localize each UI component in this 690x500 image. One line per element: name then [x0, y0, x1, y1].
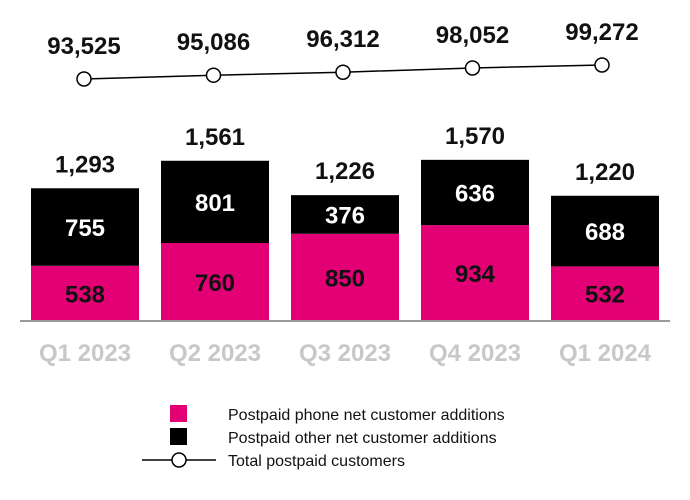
- category-label-q1-2023: Q1 2023: [39, 340, 131, 367]
- bar-segment-other-q3-2023: [291, 195, 399, 234]
- total-customers-line-layer: 93,525 95,086 96,312 98,052 99,272: [47, 19, 639, 87]
- bar-segment-phone-q4-2023: [421, 225, 529, 321]
- bar-segment-phone-q2-2023: [161, 242, 269, 321]
- bar-segment-phone-q1-2023: [31, 265, 139, 321]
- category-label-q4-2023: Q4 2023: [429, 340, 521, 367]
- total-customers-label-q1-2023: 93,525: [47, 33, 120, 60]
- bar-segment-phone-q1-2024: [551, 266, 659, 321]
- data-label-other-q2-2023: 801: [195, 190, 235, 217]
- total-customers-point-q1-2023: [76, 71, 92, 87]
- legend-line-marker: [171, 452, 187, 468]
- data-label-phone-q2-2023: 760: [195, 270, 235, 297]
- total-customers-label-q1-2024: 99,272: [565, 19, 638, 46]
- legend-swatch-other: [170, 428, 187, 445]
- bar-total-label-q3-2023: 1,226: [315, 158, 375, 185]
- total-customers-label-q4-2023: 98,052: [436, 22, 509, 49]
- category-label-q3-2023: Q3 2023: [299, 340, 391, 367]
- data-label-phone-q3-2023: 850: [325, 265, 365, 292]
- legend-label-other: Postpaid other net customer additions: [228, 430, 497, 447]
- category-label-q2-2023: Q2 2023: [169, 340, 261, 367]
- total-customers-point-q3-2023: [335, 64, 351, 80]
- data-label-other-q3-2023: 376: [325, 202, 365, 229]
- bar-total-label-q2-2023: 1,561: [185, 124, 245, 151]
- bar-total-label-q1-2024: 1,220: [575, 159, 635, 186]
- bar-segment-other-q4-2023: [421, 159, 529, 226]
- bar-segment-other-q1-2023: [31, 188, 139, 266]
- legend-swatch-phone: [170, 405, 187, 422]
- data-label-other-q1-2024: 688: [585, 219, 625, 246]
- data-label-phone-q1-2023: 538: [65, 281, 105, 308]
- total-customers-point-q1-2024: [594, 57, 610, 73]
- bar-total-label-q1-2023: 1,293: [55, 151, 115, 178]
- total-customers-label-q2-2023: 95,086: [177, 29, 250, 56]
- legend-label-total: Total postpaid customers: [228, 453, 405, 470]
- data-label-other-q1-2023: 755: [65, 215, 105, 242]
- total-customers-point-q4-2023: [464, 60, 481, 76]
- data-label-other-q4-2023: 636: [455, 180, 495, 207]
- total-customers-point-q2-2023: [205, 67, 222, 83]
- bar-total-label-q4-2023: 1,570: [445, 123, 505, 150]
- category-label-q1-2024: Q1 2024: [559, 340, 652, 367]
- total-customers-label-q3-2023: 96,312: [306, 26, 379, 53]
- legend: Postpaid phone net customer additions Po…: [142, 405, 505, 470]
- data-label-phone-q1-2024: 532: [585, 282, 625, 309]
- category-axis: Q1 2023 Q2 2023 Q3 2023 Q4 2023 Q1 2024: [39, 340, 652, 367]
- legend-label-phone: Postpaid phone net customer additions: [228, 407, 505, 424]
- data-label-phone-q4-2023: 934: [455, 261, 496, 288]
- bar-segment-other-q2-2023: [161, 160, 269, 243]
- bar-segment-phone-q3-2023: [291, 233, 399, 321]
- bar-segment-other-q1-2024: [551, 195, 659, 267]
- bar-layer: 538 755 1,293 760 801 1,561 850 376 1,226 934 636 1…: [31, 123, 659, 321]
